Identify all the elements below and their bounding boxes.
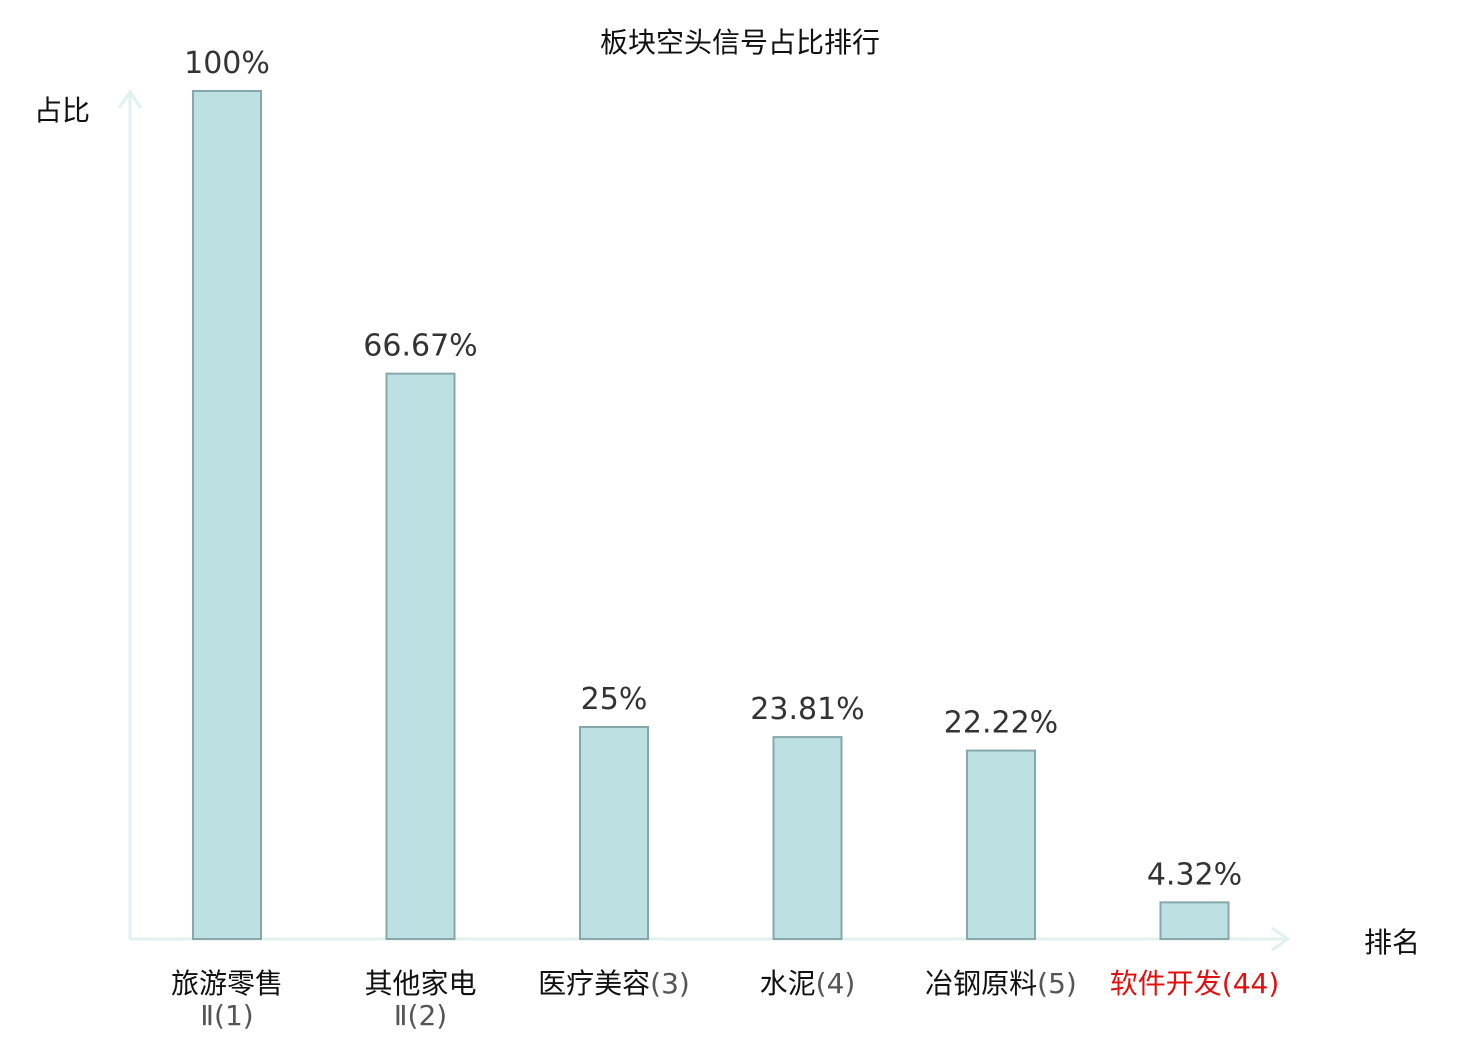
category-name: 软件开发 (1110, 967, 1222, 1000)
data-label: 22.22% (944, 706, 1058, 741)
category-label: 医疗美容(3) (538, 967, 690, 1000)
bar (772, 736, 843, 940)
y-axis-label: 占比 (34, 94, 90, 127)
y-axis-arrow (117, 89, 143, 109)
category-label: 水泥(4) (760, 967, 856, 1000)
value-labels: 100% 66.67% 25% 23.81% 22.22% 4.32% (184, 46, 1242, 892)
category-name: 水泥 (760, 967, 816, 1000)
bar (1159, 901, 1230, 940)
category-rank: (4) (816, 967, 856, 1000)
category-rank: (44) (1222, 967, 1279, 1000)
category-label: 软件开发(44) (1110, 967, 1280, 1000)
bar (385, 372, 456, 940)
data-label: 100% (184, 46, 270, 81)
category-label: 冶钢原料(5) (925, 967, 1077, 1000)
bar (966, 749, 1036, 940)
data-label: 23.81% (750, 692, 864, 727)
category-name: 旅游零售 (171, 967, 283, 1000)
category-label-line2: Ⅱ(1) (200, 999, 253, 1032)
category-name: 医疗美容 (538, 967, 650, 1000)
chart-title: 板块空头信号占比排行 (600, 26, 880, 59)
category-rank: (3) (650, 967, 690, 1000)
category-rank: (5) (1037, 967, 1077, 1000)
data-label: 4.32% (1147, 857, 1242, 892)
bars (192, 90, 1230, 940)
bar (192, 90, 262, 940)
data-label: 66.67% (363, 329, 477, 364)
x-axis-arrow (1271, 926, 1291, 952)
category-name: 其他家电 (364, 967, 476, 1000)
data-label: 25% (581, 682, 648, 717)
category-label-line2: Ⅱ(2) (394, 999, 447, 1032)
category-label: 其他家电 (364, 967, 476, 1000)
category-name: 冶钢原料 (925, 967, 1037, 1000)
category-label: 旅游零售 (171, 967, 283, 1000)
bar (579, 726, 649, 940)
x-axis-label: 排名 (1364, 926, 1420, 959)
axes (117, 89, 1291, 952)
